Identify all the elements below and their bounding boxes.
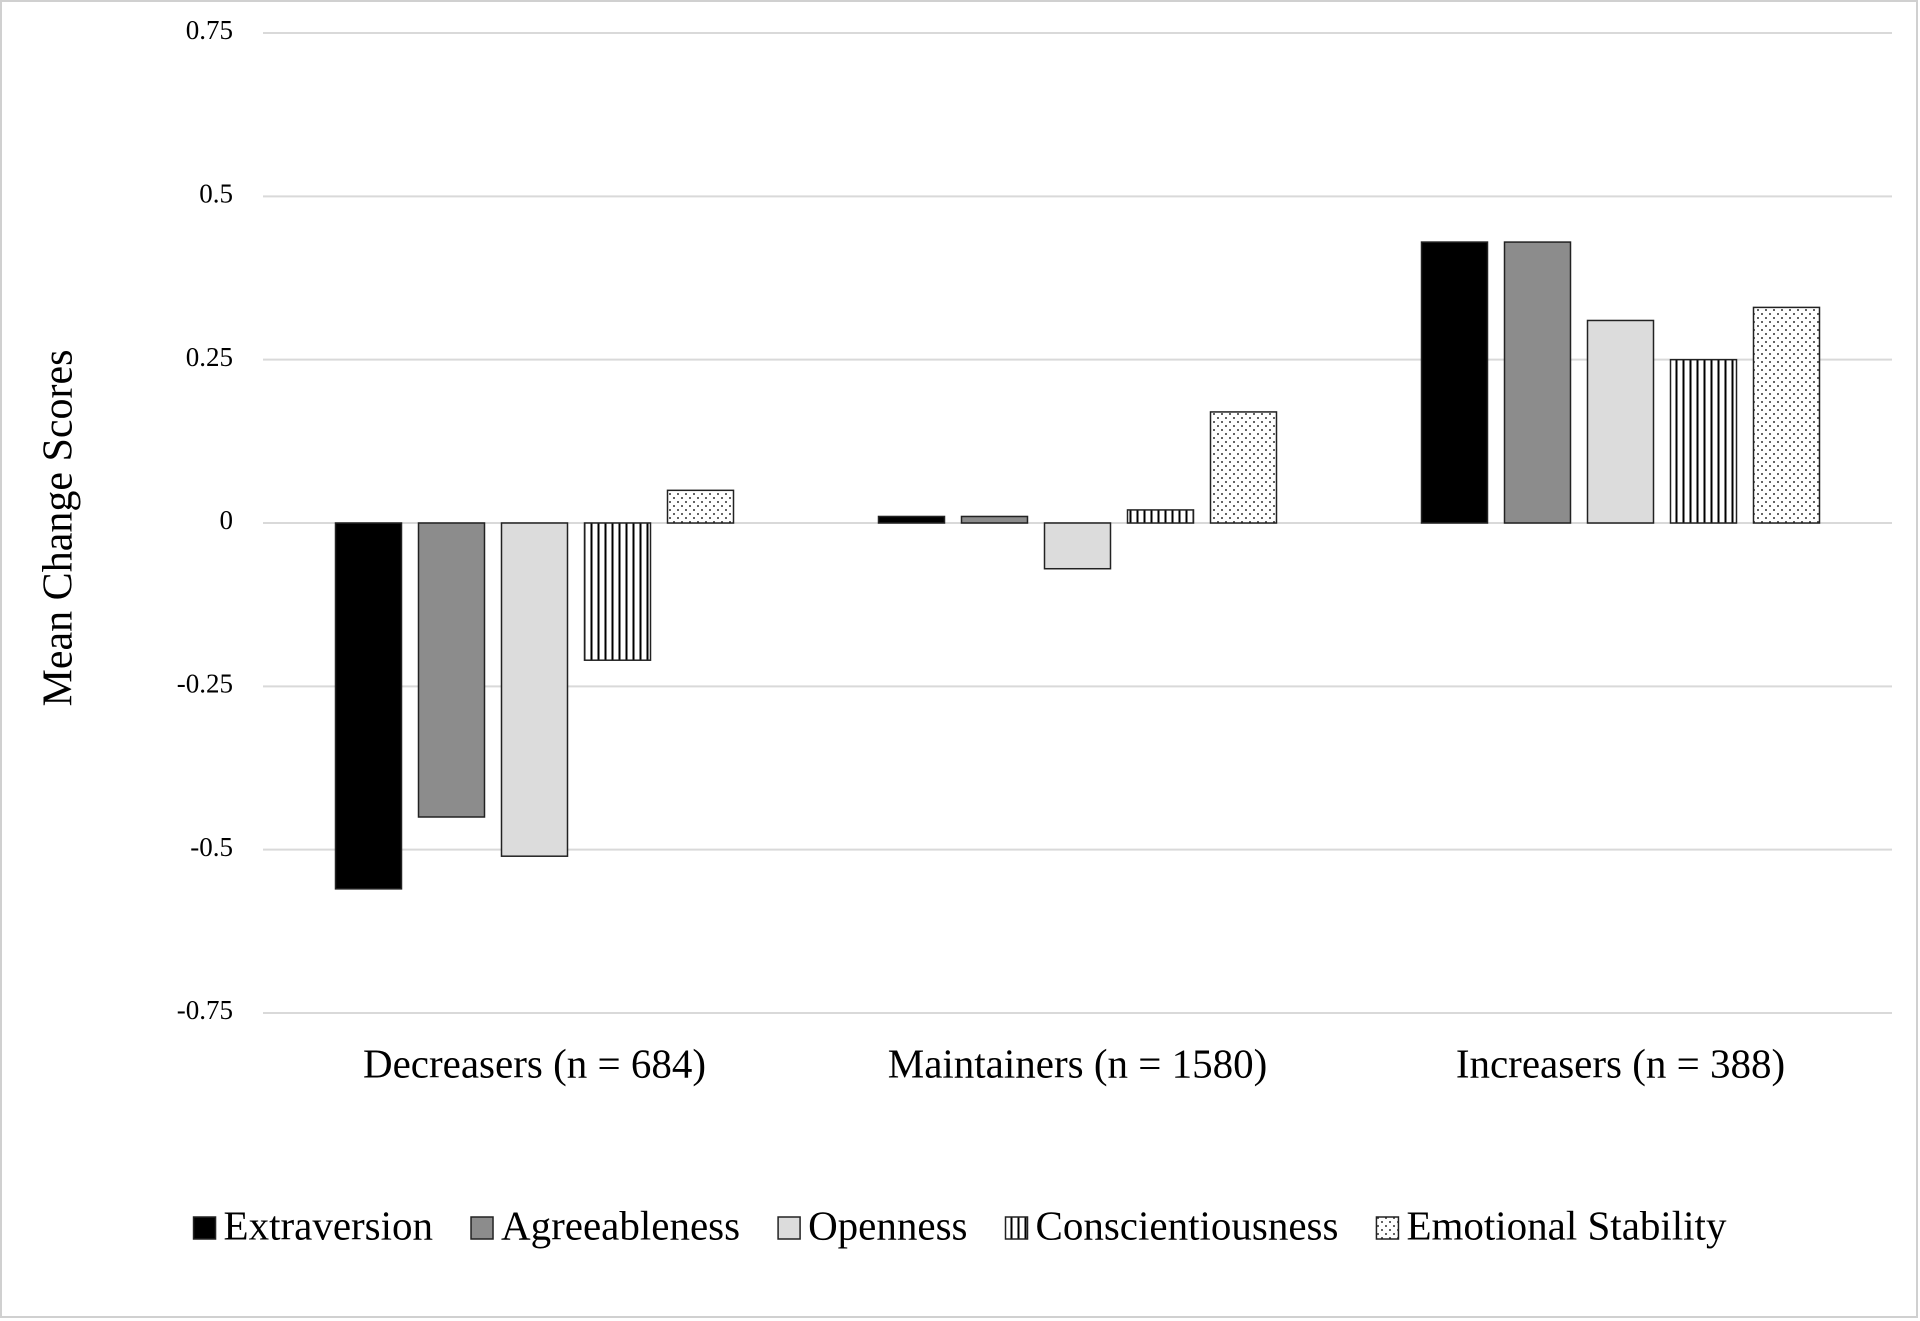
y-tick-label: 0.25 [186,342,233,372]
legend-label: Agreeableness [501,1202,740,1248]
y-tick-label: -0.75 [177,995,233,1025]
legend-label: Openness [808,1202,967,1248]
bar [500,522,569,857]
y-tick-label: 0.75 [186,15,233,45]
legend-swatch [1375,1216,1400,1240]
y-axis-label: Mean Change Scores [36,350,82,707]
legend-label: Extraversion [224,1202,433,1248]
x-tick-label: Decreasers (n = 684) [363,1040,706,1086]
bar [1586,319,1655,524]
y-tick-label: 0 [220,505,234,535]
x-tick-label: Maintainers (n = 1580) [888,1040,1268,1086]
legend-label: Conscientiousness [1036,1202,1339,1248]
bar [1420,241,1489,524]
bar [583,522,652,661]
bar [666,489,735,524]
bar [334,522,403,890]
x-tick-label: Increasers (n = 388) [1456,1040,1785,1086]
legend-swatch [470,1216,494,1240]
bar [1126,509,1195,524]
y-tick-label: 0.5 [199,179,233,209]
bar [877,515,946,524]
bar [1669,358,1738,524]
legend-label: Emotional Stability [1406,1202,1727,1248]
bar [1209,411,1278,524]
y-tick-label: -0.5 [190,832,233,862]
bar [1503,241,1572,524]
legend-swatch [192,1216,217,1240]
bar [1752,306,1821,524]
y-tick-label: -0.25 [177,669,233,699]
legend-swatch [777,1216,801,1240]
legend-swatch [1004,1216,1029,1240]
bar [960,515,1029,524]
bar [1043,522,1112,570]
bar [417,522,486,818]
